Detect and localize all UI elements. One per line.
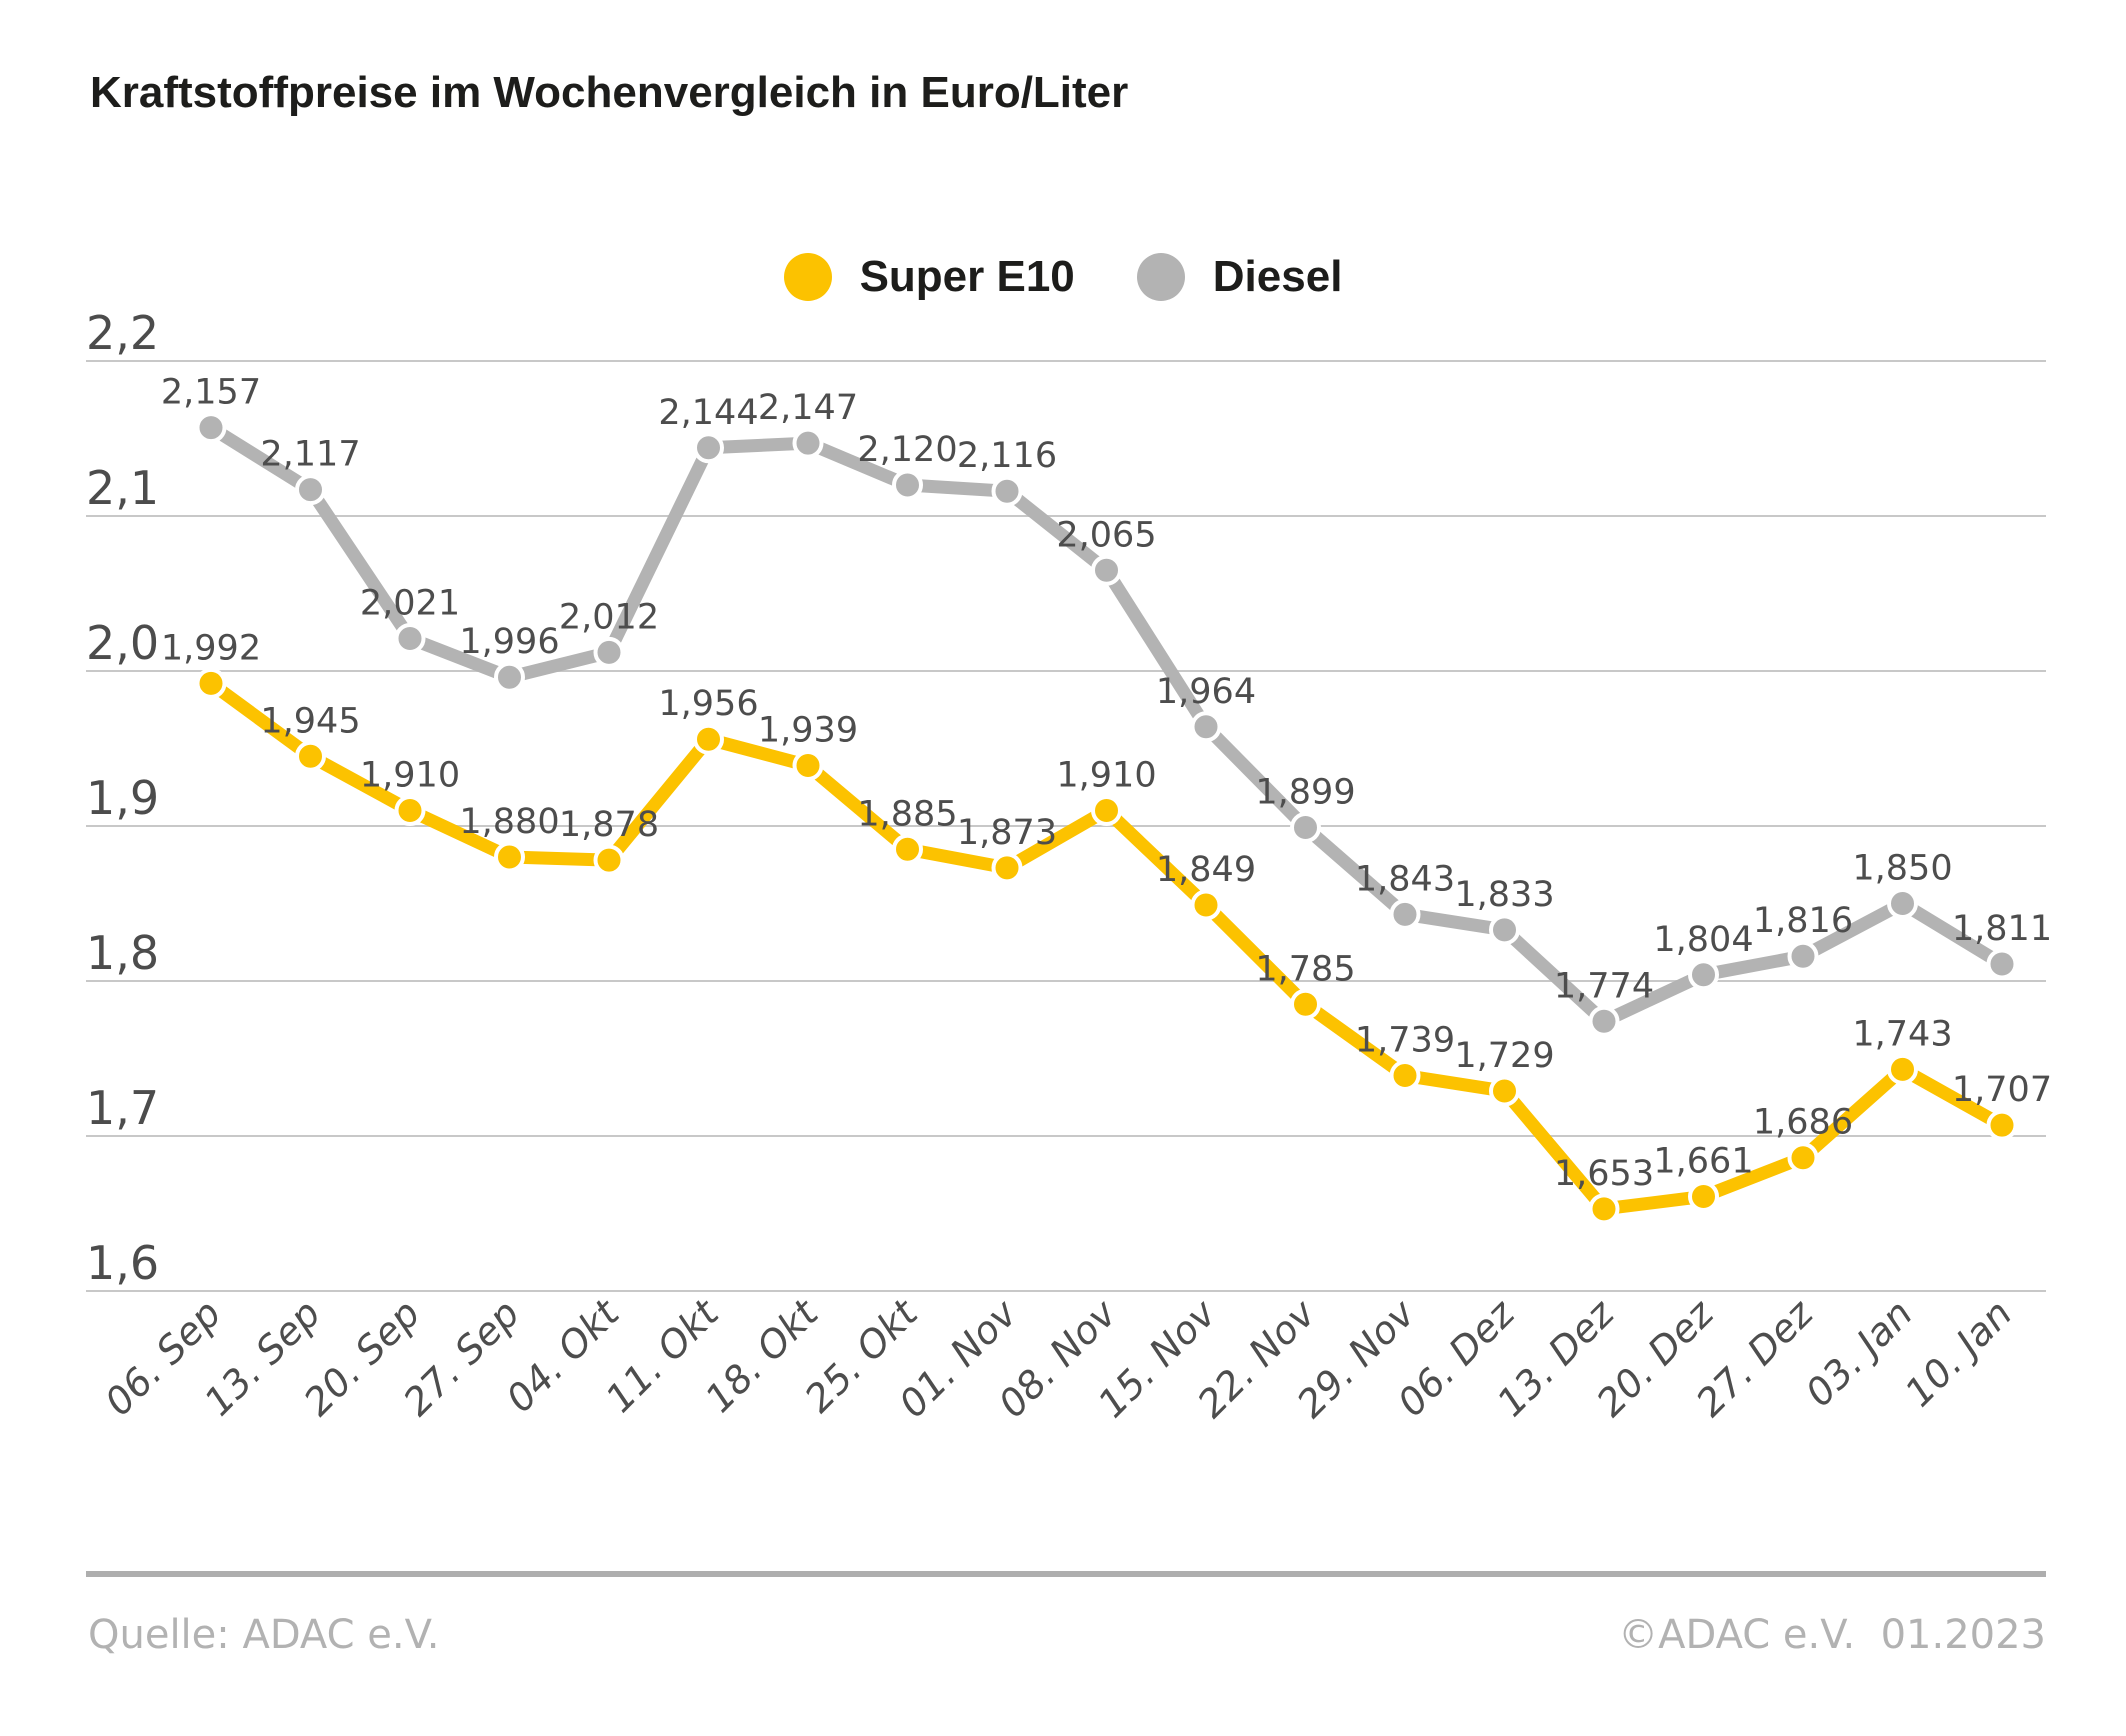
value-label-diesel-13: 1,843 <box>1355 859 1455 899</box>
data-point-diesel-15 <box>1588 1005 1620 1037</box>
data-point-super-e10-5 <box>593 844 625 876</box>
value-label-super-e10-9: 1,873 <box>957 813 1057 853</box>
diesel-dot-icon <box>1136 253 1185 301</box>
value-label-diesel-9: 2,116 <box>957 436 1057 476</box>
data-point-super-e10-18 <box>1887 1053 1918 1085</box>
data-point-diesel-16 <box>1688 959 1719 991</box>
data-point-super-e10-12 <box>1290 988 1321 1020</box>
value-label-super-e10-3: 1,910 <box>360 756 460 796</box>
data-point-diesel-10 <box>1091 554 1122 586</box>
data-point-diesel-12 <box>1290 812 1321 844</box>
value-label-diesel-3: 2,021 <box>360 583 460 623</box>
y-axis-tick-1,8: 1,8 <box>86 926 159 980</box>
value-label-super-e10-19: 1,707 <box>1952 1070 2052 1110</box>
value-label-super-e10-2: 1,945 <box>260 701 360 741</box>
value-label-diesel-4: 1,996 <box>459 622 559 662</box>
y-axis-tick-1,7: 1,7 <box>86 1081 159 1135</box>
data-point-super-e10-2 <box>295 740 326 772</box>
data-point-super-e10-10 <box>1091 795 1122 826</box>
value-label-super-e10-7: 1,939 <box>758 711 858 751</box>
copyright-note: ©ADAC e.V. 01.2023 <box>1618 1612 2046 1658</box>
value-label-diesel-17: 1,816 <box>1753 901 1853 941</box>
value-label-super-e10-10: 1,910 <box>1056 756 1156 796</box>
data-point-diesel-8 <box>892 469 923 501</box>
data-point-diesel-11 <box>1190 711 1222 743</box>
data-point-diesel-7 <box>792 427 824 459</box>
chart-title: Kraftstoffpreise im Wochenvergleich in E… <box>90 68 1129 117</box>
value-label-super-e10-5: 1,878 <box>559 805 659 845</box>
value-label-diesel-6: 2,144 <box>658 393 758 433</box>
value-label-super-e10-8: 1,885 <box>857 794 957 834</box>
data-point-diesel-3 <box>394 622 426 654</box>
data-point-super-e10-3 <box>394 795 426 826</box>
legend-label-super-e10: Super E10 <box>859 252 1075 301</box>
value-label-super-e10-1: 1,992 <box>161 628 261 668</box>
data-point-super-e10-7 <box>792 750 824 782</box>
x-axis-tick-18: 03. Jan <box>1797 1291 1921 1415</box>
data-point-super-e10-11 <box>1190 889 1222 921</box>
value-label-diesel-12: 1,899 <box>1255 773 1355 813</box>
value-label-diesel-7: 2,147 <box>758 388 858 428</box>
value-label-diesel-2: 2,117 <box>260 435 360 475</box>
legend-item-super-e10: Super E10 <box>783 252 1075 302</box>
data-point-diesel-4 <box>494 661 525 693</box>
value-label-diesel-16: 1,804 <box>1653 920 1753 960</box>
value-label-diesel-18: 1,850 <box>1852 849 1952 889</box>
value-label-super-e10-15: 1,653 <box>1554 1154 1654 1194</box>
value-label-diesel-5: 2,012 <box>559 597 659 637</box>
value-label-super-e10-11: 1,849 <box>1156 850 1256 890</box>
legend: Super E10 Diesel <box>0 252 2126 302</box>
data-point-diesel-19 <box>1986 948 2018 980</box>
data-point-diesel-18 <box>1887 888 1918 919</box>
source-note: Quelle: ADAC e.V. <box>88 1612 440 1658</box>
data-point-diesel-17 <box>1787 940 1819 972</box>
value-label-super-e10-12: 1,785 <box>1255 949 1355 989</box>
y-axis-tick-2,1: 2,1 <box>86 461 159 515</box>
value-label-diesel-14: 1,833 <box>1454 875 1554 915</box>
value-label-super-e10-4: 1,880 <box>459 802 559 842</box>
data-point-super-e10-9 <box>991 852 1023 884</box>
legend-label-diesel: Diesel <box>1212 252 1343 301</box>
data-point-diesel-2 <box>295 474 326 506</box>
data-point-super-e10-17 <box>1787 1142 1819 1174</box>
value-label-super-e10-14: 1,729 <box>1454 1036 1554 1076</box>
legend-item-diesel: Diesel <box>1136 252 1343 302</box>
value-label-super-e10-18: 1,743 <box>1852 1014 1952 1054</box>
value-label-diesel-15: 1,774 <box>1554 966 1654 1006</box>
data-point-super-e10-13 <box>1389 1060 1421 1092</box>
y-axis-tick-2,2: 2,2 <box>86 306 159 360</box>
x-axis-tick-19: 10. Jan <box>1897 1291 2021 1415</box>
data-point-diesel-1 <box>195 412 227 444</box>
data-point-super-e10-15 <box>1588 1193 1620 1225</box>
data-point-diesel-6 <box>693 432 724 464</box>
y-axis-tick-2,0: 2,0 <box>86 616 159 670</box>
data-point-super-e10-1 <box>195 667 227 699</box>
data-point-super-e10-16 <box>1688 1180 1719 1212</box>
data-point-diesel-14 <box>1489 914 1520 946</box>
value-label-diesel-19: 1,811 <box>1952 909 2052 949</box>
data-point-diesel-5 <box>593 636 625 668</box>
data-point-diesel-9 <box>991 475 1023 507</box>
data-point-super-e10-6 <box>693 723 724 755</box>
super-e10-dot-icon <box>783 253 832 301</box>
value-label-diesel-1: 2,157 <box>161 373 261 413</box>
data-point-diesel-13 <box>1389 898 1421 930</box>
y-axis-tick-1,9: 1,9 <box>86 771 159 825</box>
value-label-super-e10-16: 1,661 <box>1653 1141 1753 1181</box>
data-point-super-e10-14 <box>1489 1075 1520 1107</box>
footer-divider <box>86 1571 2046 1577</box>
value-label-super-e10-6: 1,956 <box>658 684 758 724</box>
value-label-super-e10-17: 1,686 <box>1753 1103 1853 1143</box>
value-label-diesel-11: 1,964 <box>1156 672 1256 712</box>
data-point-super-e10-4 <box>494 841 525 873</box>
y-axis-tick-1,6: 1,6 <box>86 1236 159 1290</box>
data-point-super-e10-8 <box>892 833 923 865</box>
value-label-super-e10-13: 1,739 <box>1355 1021 1455 1061</box>
data-point-super-e10-19 <box>1986 1109 2018 1141</box>
value-label-diesel-10: 2,065 <box>1056 515 1156 555</box>
value-label-diesel-8: 2,120 <box>857 430 957 470</box>
